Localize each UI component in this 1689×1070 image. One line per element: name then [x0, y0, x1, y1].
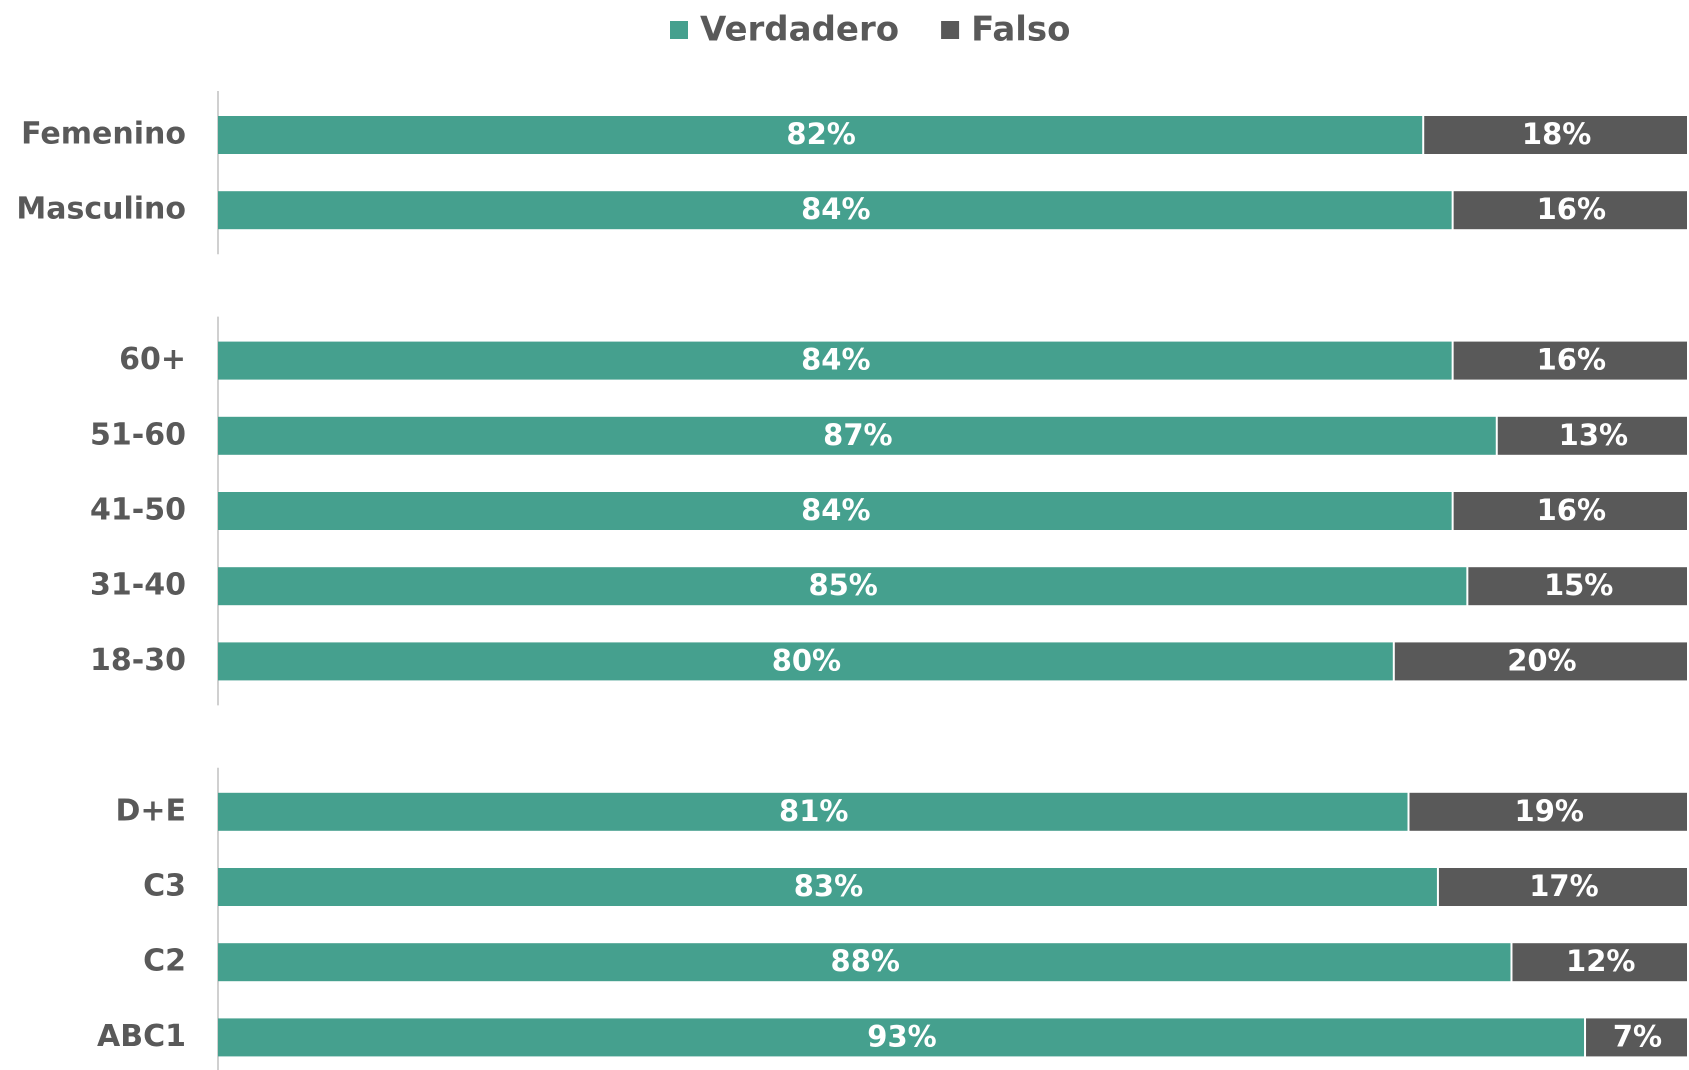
- bar-segment: [1438, 868, 1687, 906]
- bar-segment: [218, 492, 1452, 530]
- y-tick-label: Femenino: [21, 117, 186, 152]
- data-label: 88%: [831, 944, 900, 978]
- bar-segment: [1497, 416, 1687, 455]
- y-tick-label: ABC1: [97, 1019, 186, 1054]
- bar-segment: [218, 416, 1496, 455]
- data-label: 84%: [801, 493, 870, 527]
- data-label: 16%: [1537, 192, 1606, 226]
- bar-segment: [1424, 116, 1687, 154]
- y-tick-label: 41-50: [90, 493, 186, 528]
- data-label: 12%: [1566, 944, 1635, 978]
- y-tick-label: C3: [143, 869, 186, 904]
- legend-label: Falso: [971, 10, 1070, 50]
- y-tick-label: Masculino: [16, 192, 186, 227]
- legend-swatch: [670, 21, 688, 39]
- data-label: 18%: [1522, 117, 1591, 151]
- bar-segment: [1468, 567, 1687, 606]
- bar-segment: [218, 341, 1452, 380]
- data-label: 20%: [1507, 643, 1576, 677]
- y-tick-label: 51-60: [90, 417, 186, 452]
- data-label: 83%: [794, 869, 863, 903]
- data-label: 16%: [1537, 493, 1606, 527]
- legend-swatch: [941, 21, 960, 39]
- data-label: 19%: [1515, 794, 1584, 828]
- bar-segment: [218, 1018, 1585, 1057]
- y-tick-label: 60+: [119, 342, 186, 377]
- bar-segment: [218, 116, 1423, 154]
- bar-segment: [218, 567, 1467, 606]
- y-tick-label: D+E: [115, 793, 186, 828]
- data-label: 80%: [772, 643, 841, 677]
- data-label: 93%: [867, 1019, 936, 1053]
- bar-segment: [1409, 792, 1687, 831]
- bar-segment: [218, 191, 1452, 230]
- bar-segment: [218, 943, 1511, 982]
- data-label: 7%: [1613, 1019, 1662, 1053]
- bar-segment: [1453, 341, 1687, 380]
- y-tick-label: 31-40: [90, 568, 186, 603]
- data-label: 16%: [1537, 343, 1606, 377]
- data-label: 81%: [779, 794, 848, 828]
- bar-segment: [218, 642, 1393, 681]
- bar-segment: [1453, 191, 1687, 230]
- data-label: 13%: [1559, 418, 1628, 452]
- data-label: 15%: [1544, 568, 1613, 602]
- data-label: 84%: [801, 343, 870, 377]
- y-tick-label: C2: [143, 944, 186, 979]
- bar-segment: [1394, 642, 1687, 681]
- data-label: 85%: [808, 568, 877, 602]
- bar-segment: [1453, 492, 1687, 530]
- bar-segment: [218, 868, 1437, 906]
- legend-label: Verdadero: [700, 10, 899, 50]
- data-label: 87%: [823, 418, 892, 452]
- bar-segment: [218, 792, 1408, 831]
- bar-segment: [1512, 943, 1687, 982]
- data-label: 82%: [786, 117, 855, 151]
- y-tick-label: 18-30: [90, 643, 186, 678]
- bar-segment: [1586, 1018, 1687, 1057]
- data-label: 17%: [1529, 869, 1598, 903]
- data-label: 84%: [801, 192, 870, 226]
